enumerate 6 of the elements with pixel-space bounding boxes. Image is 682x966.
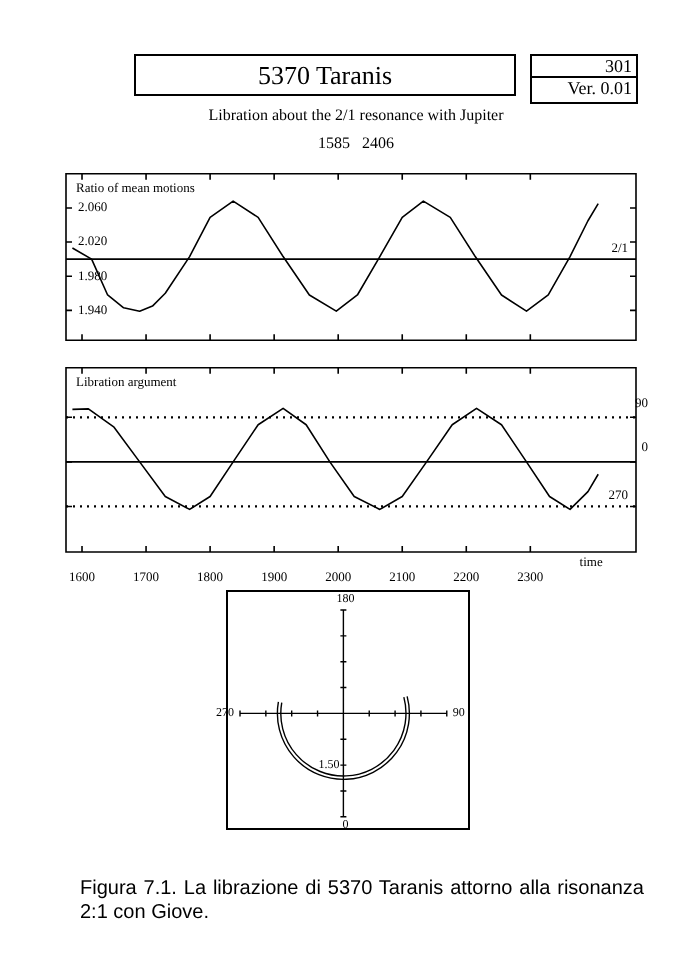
chart-subtitle: Libration about the 2/1 resonance with Jupiter — [206, 106, 506, 124]
chart-title: 5370 Taranis — [134, 54, 516, 96]
text: 301 — [603, 56, 632, 76]
text: Figura 7.1. La librazione di 5370 Taranis attorno alla risonanza 2:1 con Giove. — [80, 878, 644, 926]
text: 1585 2406 — [316, 134, 396, 152]
text: Ver. 0.01 — [565, 78, 632, 98]
